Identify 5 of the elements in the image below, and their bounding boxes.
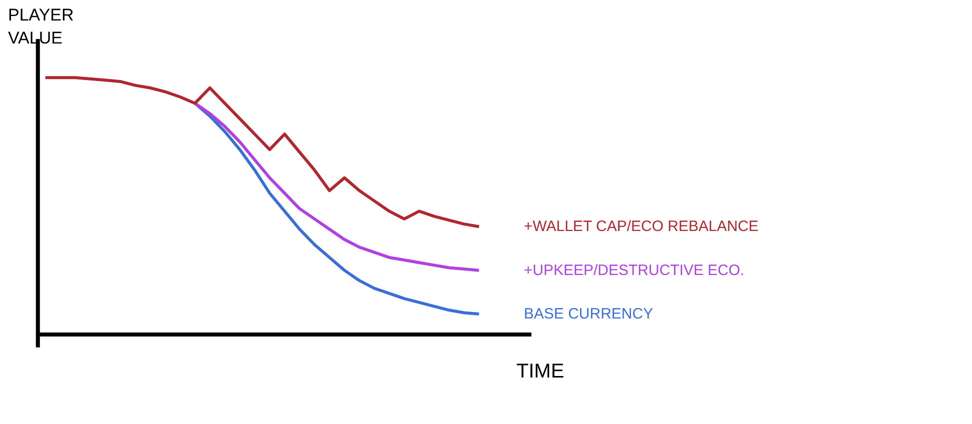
text: +WALLET CAP/ECO REBALANCE — [524, 218, 759, 236]
y-axis-title: PLAYER VALUE — [8, 6, 74, 48]
text: BASE CURRENCY — [524, 306, 654, 323]
text: +UPKEEP/DESTRUCTIVE ECO. — [524, 262, 744, 279]
x-axis-title: TIME — [516, 360, 564, 382]
